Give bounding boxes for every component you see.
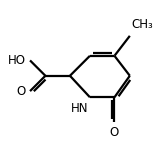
Text: CH₃: CH₃ <box>131 18 153 31</box>
Text: O: O <box>16 85 25 98</box>
Text: O: O <box>110 126 119 140</box>
Text: HO: HO <box>7 54 25 67</box>
Text: HN: HN <box>71 102 88 115</box>
